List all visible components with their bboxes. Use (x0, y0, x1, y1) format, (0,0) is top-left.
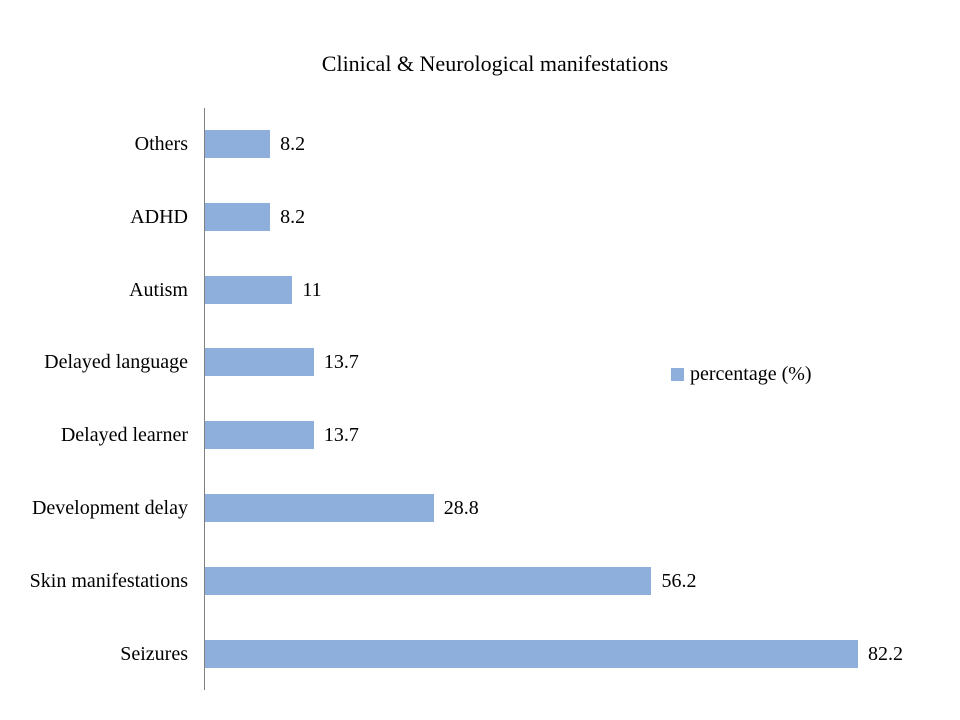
category-label: Seizures (120, 642, 188, 665)
bar (205, 421, 314, 450)
bar (205, 348, 314, 377)
category-label: Delayed language (44, 351, 188, 374)
category-label: Others (134, 132, 188, 155)
bar-value-label: 28.8 (443, 497, 479, 520)
legend: percentage (%) (671, 361, 812, 387)
bar-value-label: 8.2 (280, 205, 306, 228)
bar (205, 275, 293, 304)
category-label: ADHD (130, 205, 188, 228)
bar (205, 202, 271, 231)
bar-value-label: 13.7 (323, 424, 359, 447)
legend-series-swatch-icon (671, 367, 684, 381)
category-label: Development delay (31, 497, 188, 520)
category-label: Skin manifestations (29, 570, 188, 593)
legend-series-label: percentage (%) (690, 362, 812, 385)
bar-value-label: 8.2 (280, 132, 306, 155)
bar (205, 567, 652, 596)
chart-title: Clinical & Neurological manifestations (321, 51, 669, 76)
bar-value-label: 11 (302, 278, 322, 301)
category-label: Autism (129, 278, 188, 301)
bar-value-label: 13.7 (323, 351, 359, 374)
bar-value-label: 82.2 (868, 642, 904, 665)
category-label: Delayed learner (60, 424, 188, 447)
bar (205, 639, 859, 668)
bar (205, 494, 434, 523)
bar (205, 129, 271, 158)
category-axis-line (204, 108, 205, 690)
bar-value-label: 56.2 (661, 570, 697, 593)
